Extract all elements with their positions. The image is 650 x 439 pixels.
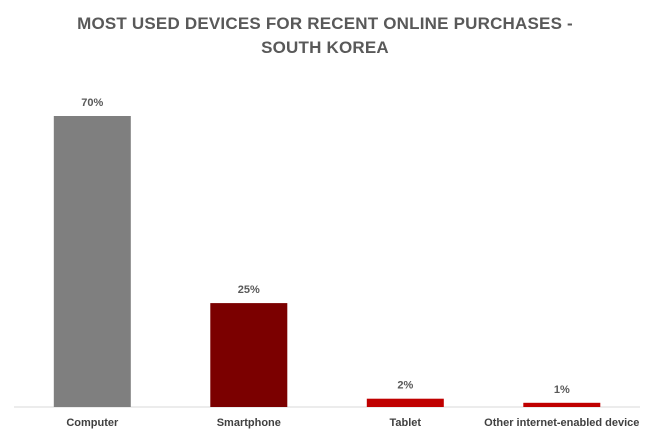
bars-layer: [53, 116, 601, 407]
chart-title-line-1: MOST USED DEVICES FOR RECENT ONLINE PURC…: [77, 14, 573, 33]
x-tick-label-smartphone: Smartphone: [217, 417, 281, 429]
bar-computer: [53, 116, 131, 407]
value-label-tablet: 2%: [397, 380, 413, 392]
bar-smartphone: [210, 303, 288, 407]
x-tick-label-computer: Computer: [66, 417, 119, 429]
chart-title: MOST USED DEVICES FOR RECENT ONLINE PURC…: [0, 12, 650, 60]
bar-tablet: [366, 398, 444, 407]
chart-title-line-2: SOUTH KOREA: [261, 38, 389, 57]
value-label-computer: 70%: [81, 97, 103, 109]
value-label-other-internet-enabled-device: 1%: [554, 384, 570, 396]
value-label-smartphone: 25%: [238, 284, 260, 296]
labels-layer: 70% Computer 25% Smartphone 2% Tablet 1% Other …: [66, 97, 639, 429]
bar-other-internet-enabled-device: [523, 402, 601, 407]
x-tick-label-tablet: Tablet: [390, 417, 422, 429]
x-tick-label-other-internet-enabled-device: Other internet-enabled device: [484, 417, 639, 429]
